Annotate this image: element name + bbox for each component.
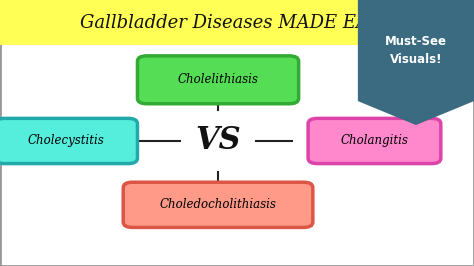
Text: Cholelithiasis: Cholelithiasis <box>178 73 258 86</box>
Text: Cholangitis: Cholangitis <box>340 135 409 147</box>
Text: VS: VS <box>195 126 241 156</box>
Text: Choledocholithiasis: Choledocholithiasis <box>160 198 276 211</box>
Text: Cholecystitis: Cholecystitis <box>28 135 105 147</box>
FancyBboxPatch shape <box>308 118 441 164</box>
Text: Gallbladder Diseases MADE EASY: Gallbladder Diseases MADE EASY <box>81 14 393 32</box>
Text: Must-See
Visuals!: Must-See Visuals! <box>385 35 447 66</box>
Polygon shape <box>358 0 474 125</box>
FancyBboxPatch shape <box>123 182 313 227</box>
FancyBboxPatch shape <box>137 56 299 104</box>
FancyBboxPatch shape <box>0 118 137 164</box>
FancyBboxPatch shape <box>0 0 474 45</box>
